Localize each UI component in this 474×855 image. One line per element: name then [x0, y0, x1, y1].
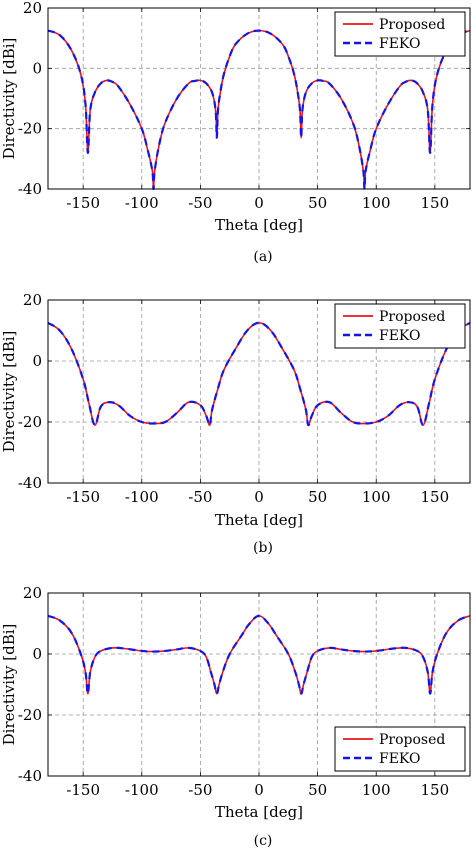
- figure-caption: (a): [253, 249, 272, 265]
- x-tick-label: -100: [125, 781, 159, 799]
- x-tick-label: -100: [125, 488, 159, 506]
- x-tick-label: 50: [308, 488, 327, 506]
- x-tick-label: -150: [66, 194, 100, 212]
- x-tick-label: 50: [308, 781, 327, 799]
- x-tick-label: 100: [362, 488, 391, 506]
- series-line-proposed: [47, 615, 471, 695]
- y-tick-label: -40: [18, 474, 42, 492]
- y-tick-label: -40: [18, 767, 42, 785]
- x-tick-label: -50: [188, 194, 212, 212]
- legend-box: [334, 11, 466, 57]
- y-axis-label: Directivity [dBi]: [0, 38, 18, 160]
- axis-ticks: -150 -100 -50 0 50 100 150 -40 -20 0 20: [18, 291, 470, 506]
- y-tick-label: -20: [18, 413, 42, 431]
- y-tick-label: 0: [32, 645, 42, 663]
- legend-label-feko: FEKO: [379, 328, 421, 344]
- series-line-feko: [47, 321, 471, 427]
- series-line-feko: [47, 614, 471, 695]
- x-tick-label: -150: [66, 781, 100, 799]
- legend-label-feko: FEKO: [379, 36, 421, 52]
- data-curves: [47, 29, 471, 191]
- x-tick-label: 100: [362, 194, 391, 212]
- x-axis-label: Theta [deg]: [215, 803, 303, 821]
- x-tick-label: 150: [421, 781, 450, 799]
- legend-label-proposed: Proposed: [379, 17, 445, 33]
- legend: Proposed FEKO: [334, 11, 466, 57]
- axis-ticks: -150 -100 -50 0 50 100 150 -40 -20 0 20: [18, 584, 470, 799]
- x-tick-label: 150: [421, 194, 450, 212]
- y-tick-label: 0: [32, 352, 42, 370]
- y-tick-label: 0: [32, 59, 42, 77]
- x-tick-label: -50: [188, 488, 212, 506]
- x-tick-label: 150: [421, 488, 450, 506]
- x-tick-label: -50: [188, 781, 212, 799]
- y-tick-label: 20: [23, 584, 42, 602]
- chart-panel-b: -150 -100 -50 0 50 100 150 -40 -20 0 20 Theta [deg…: [0, 291, 471, 556]
- axis-ticks: -150 -100 -50 0 50 100 150 -40 -20 0 20: [18, 0, 470, 212]
- y-axis-label: Directivity [dBi]: [0, 331, 18, 453]
- x-tick-label: 0: [254, 194, 264, 212]
- x-axis-label: Theta [deg]: [215, 511, 303, 529]
- legend: Proposed FEKO: [334, 726, 466, 772]
- x-axis-label: Theta [deg]: [215, 216, 303, 234]
- x-tick-label: 0: [254, 488, 264, 506]
- legend-label-proposed: Proposed: [379, 309, 445, 325]
- legend-box: [334, 726, 466, 772]
- y-tick-label: 20: [23, 291, 42, 309]
- x-tick-label: 0: [254, 781, 264, 799]
- grid-lines: [48, 593, 470, 776]
- legend: Proposed FEKO: [334, 303, 466, 349]
- figure-caption: (c): [254, 833, 273, 849]
- chart-panel-c: -150 -100 -50 0 50 100 150 -40 -20 0 20 Theta [deg…: [0, 584, 471, 849]
- y-tick-label: 20: [23, 0, 42, 17]
- y-tick-label: -20: [18, 706, 42, 724]
- legend-box: [334, 303, 466, 349]
- data-curves: [47, 614, 471, 695]
- legend-label-proposed: Proposed: [379, 732, 445, 748]
- x-tick-label: -100: [125, 194, 159, 212]
- x-tick-label: 100: [362, 781, 391, 799]
- y-tick-label: -40: [18, 180, 42, 198]
- y-axis-label: Directivity [dBi]: [0, 624, 18, 746]
- x-tick-label: 50: [308, 194, 327, 212]
- figure-caption: (b): [253, 540, 273, 556]
- y-tick-label: -20: [18, 120, 42, 138]
- data-curves: [47, 321, 471, 427]
- series-line-feko: [47, 29, 471, 191]
- x-tick-label: -150: [66, 488, 100, 506]
- legend-label-feko: FEKO: [379, 751, 421, 767]
- chart-panel-a: -150 -100 -50 0 50 100 150 -40 -20 0 20 Theta [deg…: [0, 0, 471, 265]
